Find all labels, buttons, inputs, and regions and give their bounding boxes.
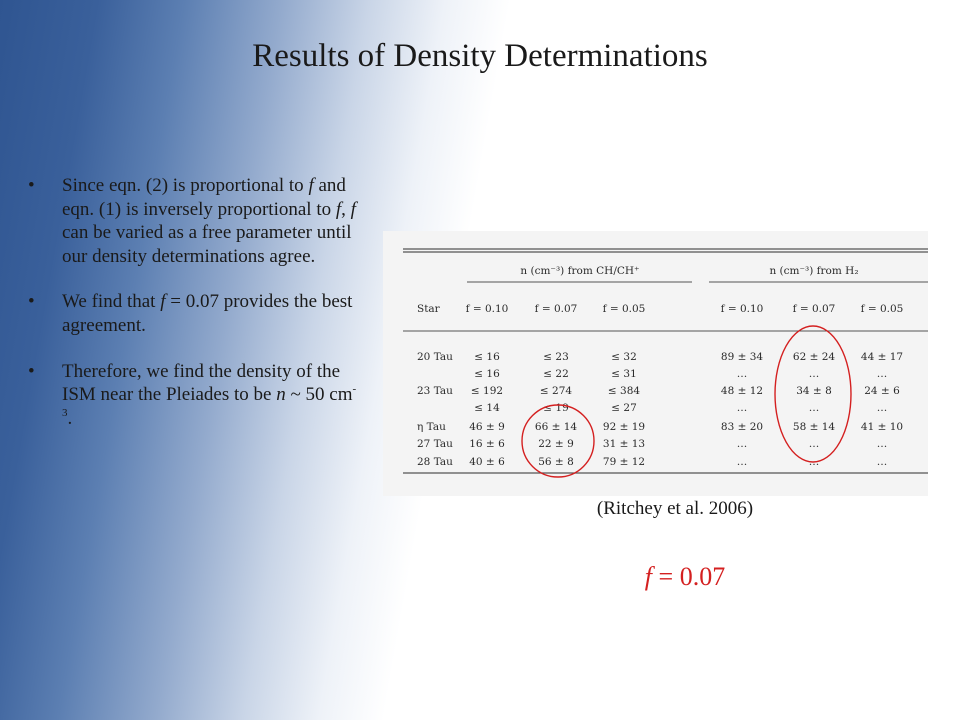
table-cell: 40 ± 6: [469, 456, 505, 468]
table-cell: η Tau: [417, 421, 446, 433]
table-column-header: Star: [417, 303, 441, 315]
bullet-text-segment: f: [350, 198, 356, 220]
table-cell: 89 ± 34: [721, 351, 764, 363]
table-cell: …: [737, 456, 748, 468]
table-cell: ≤ 384: [608, 385, 640, 397]
table-cell: 28 Tau: [417, 456, 453, 468]
table-column-header: f = 0.07: [535, 303, 578, 315]
table-cell: …: [877, 438, 888, 450]
table-cell: ≤ 19: [543, 402, 569, 414]
bullet-marker: •: [28, 291, 35, 313]
table-cell: ≤ 23: [543, 351, 569, 363]
bullet-text-segment: f: [308, 175, 314, 196]
table-cell: ≤ 14: [474, 402, 500, 414]
table-cell: …: [877, 368, 888, 380]
table-cell: 58 ± 14: [793, 421, 836, 433]
table-cell: 34 ± 8: [796, 385, 832, 397]
table-cell: 23 Tau: [417, 385, 453, 397]
table-cell: ≤ 22: [543, 368, 569, 380]
bullet-text-segment: f: [160, 291, 166, 313]
table-cell: 27 Tau: [417, 438, 453, 450]
bullet-list: • Since eqn. (2) is proportional to f an…: [28, 174, 364, 452]
table-cell: 41 ± 10: [861, 421, 903, 433]
table-group-header: n (cm⁻³) from H₂: [769, 265, 858, 277]
highlight-circle-h2: [774, 325, 852, 463]
table-column-header: f = 0.05: [603, 303, 646, 315]
bullet-text-segment: Since eqn. (2) is proportional to: [62, 175, 309, 196]
bullet-text-segment: ~ 50 cm: [285, 384, 353, 406]
bullet-text: Since eqn. (2) is proportional to f and …: [62, 175, 356, 267]
table-cell: 66 ± 14: [535, 421, 578, 433]
table-cell: …: [737, 438, 748, 450]
bullet-marker: •: [28, 360, 35, 382]
bullet-text-segment: -3: [62, 383, 357, 419]
result-f-value: f = 0.07: [560, 562, 810, 592]
table-cell: ≤ 16: [474, 351, 500, 363]
table-cell: 31 ± 13: [603, 438, 645, 450]
bullet-text-segment: n: [276, 384, 286, 406]
bullet-item: • Therefore, we find the density of the …: [28, 360, 364, 431]
table-cell: 16 ± 6: [469, 438, 505, 450]
density-table-image: n (cm⁻³) from CH/CH⁺ n (cm⁻³) from H₂ Star…: [383, 231, 928, 496]
table-cell: …: [809, 438, 820, 450]
table-cell: 92 ± 19: [603, 421, 645, 433]
bullet-text: We find that f = 0.07 provides the best …: [62, 291, 352, 336]
table-cell: 56 ± 8: [538, 456, 574, 468]
bullet-item: • We find that f = 0.07 provides the bes…: [28, 290, 364, 337]
highlight-circle-ch: [521, 404, 595, 478]
table-citation: (Ritchey et al. 2006): [596, 498, 754, 519]
bullet-text-segment: .: [67, 407, 73, 429]
density-table: n (cm⁻³) from CH/CH⁺ n (cm⁻³) from H₂ Star…: [403, 248, 928, 478]
bullet-text-segment: = 0.07 provides the best agreement.: [62, 291, 353, 336]
table-cell: …: [809, 368, 820, 380]
table-cell: ≤ 274: [540, 385, 572, 397]
table-cell: ≤ 27: [611, 402, 637, 414]
bullet-marker: •: [28, 175, 35, 196]
table-cell: 22 ± 9: [538, 438, 574, 450]
table-cell: 24 ± 6: [864, 385, 900, 397]
table-cell: ≤ 31: [611, 368, 637, 380]
table-cell: …: [877, 402, 888, 414]
table-cell: 48 ± 12: [721, 385, 763, 397]
result-variable: f: [644, 562, 653, 591]
result-value: = 0.07: [652, 562, 726, 591]
bullet-text-segment: and eqn. (1) is inversely proportional t…: [62, 175, 346, 220]
bullet-text-segment: We find that: [62, 291, 161, 313]
bullet-text-segment: Therefore, we find the density of the IS…: [62, 360, 341, 406]
table-column-header: f = 0.07: [793, 303, 836, 315]
table-cell: 46 ± 9: [469, 421, 505, 433]
bullet-text-segment: can be varied as a free parameter until …: [62, 222, 352, 267]
table-cell: 83 ± 20: [721, 421, 763, 433]
table-cell: ≤ 192: [471, 385, 503, 397]
bullet-item: • Since eqn. (2) is proportional to f an…: [28, 174, 364, 268]
table-cell: …: [737, 402, 748, 414]
table-cell: ≤ 16: [474, 368, 500, 380]
bullet-text-segment: f: [335, 198, 342, 220]
table-cell: 62 ± 24: [793, 351, 836, 363]
table-cell: 44 ± 17: [861, 351, 903, 363]
bullet-text: Therefore, we find the density of the IS…: [62, 361, 356, 429]
table-column-header: f = 0.10: [721, 303, 764, 315]
bullet-text-segment: ,: [341, 198, 351, 220]
table-column-header: f = 0.10: [466, 303, 509, 315]
slide-title: Results of Density Determinations: [252, 38, 708, 74]
table-column-header: f = 0.05: [861, 303, 904, 315]
table-cell: …: [877, 456, 888, 468]
table-cell: 79 ± 12: [603, 456, 645, 468]
table-group-header: n (cm⁻³) from CH/CH⁺: [520, 265, 639, 277]
table-cell: …: [737, 368, 748, 380]
table-cell: 20 Tau: [417, 351, 453, 363]
table-cell: ≤ 32: [611, 351, 637, 363]
table-cell: …: [809, 402, 820, 414]
